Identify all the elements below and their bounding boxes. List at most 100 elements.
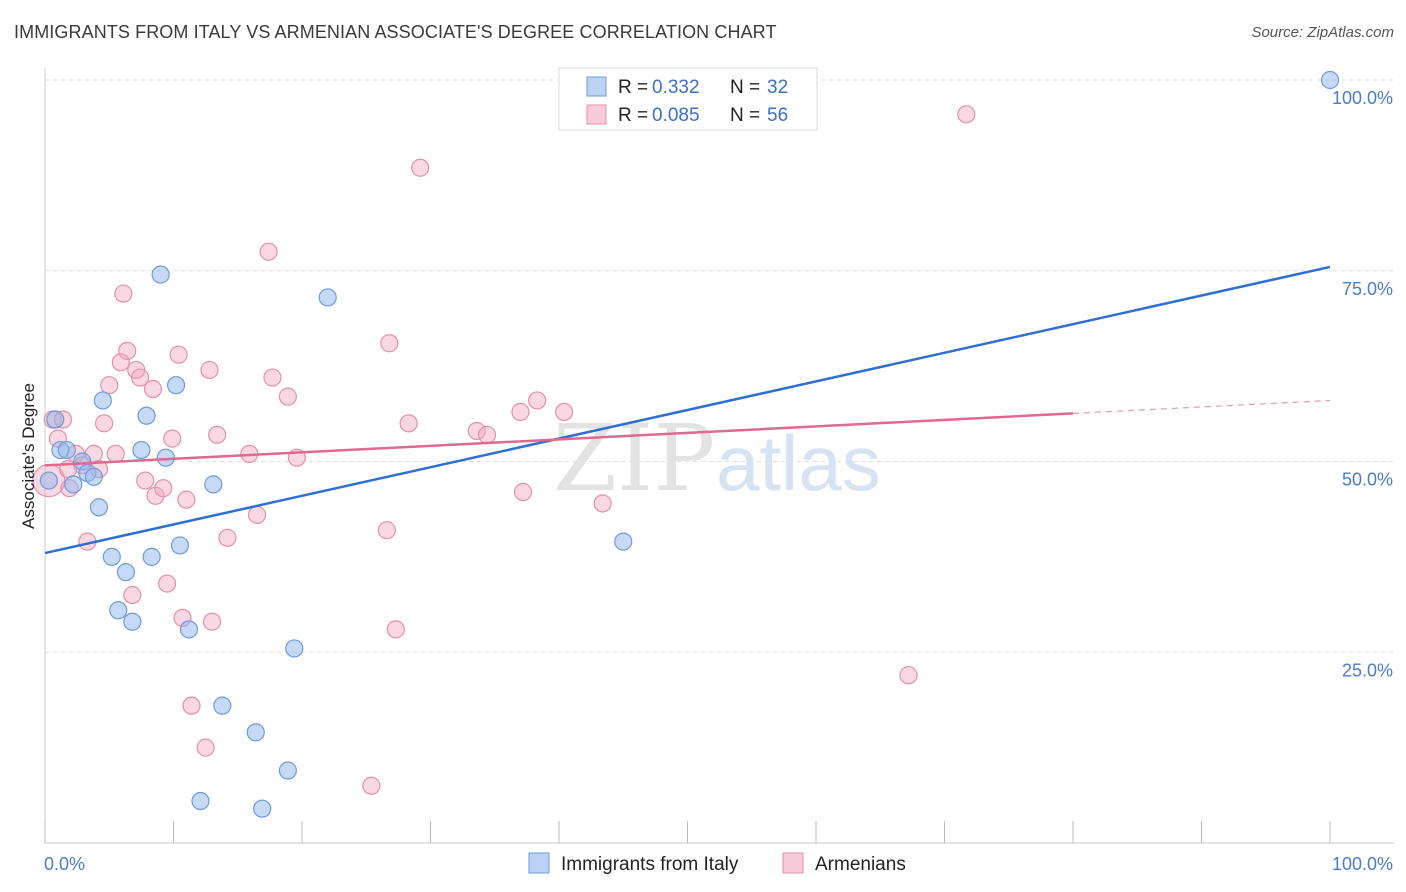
x-tick-label: 100.0% bbox=[1332, 854, 1393, 874]
armenians-point bbox=[111, 353, 130, 372]
legend-r-label: R = bbox=[618, 77, 648, 98]
armenians-point bbox=[106, 444, 125, 463]
y-tick-label: 75.0% bbox=[1342, 279, 1393, 299]
armenians-point bbox=[114, 284, 133, 303]
armenians-points bbox=[32, 105, 976, 795]
italy-point bbox=[64, 475, 83, 494]
y-tick-label: 50.0% bbox=[1342, 470, 1393, 490]
armenians-point bbox=[146, 486, 165, 505]
italy-point bbox=[213, 696, 232, 715]
legend-swatch bbox=[586, 104, 607, 125]
italy-point bbox=[132, 440, 151, 460]
italy-point bbox=[318, 288, 337, 307]
armenians-point bbox=[247, 505, 267, 525]
armenians-point bbox=[202, 612, 222, 631]
italy-point bbox=[285, 639, 304, 658]
grid-lines bbox=[45, 79, 1394, 653]
armenians-trend-line bbox=[44, 412, 1074, 467]
watermark-atlas: atlas bbox=[716, 419, 881, 507]
legend-r-value: 0.332 bbox=[652, 77, 700, 98]
italy-point bbox=[614, 532, 633, 551]
armenians-point bbox=[380, 334, 399, 353]
bottom-legend: Immigrants from Italy Armenians bbox=[528, 852, 906, 875]
armenians-point bbox=[957, 105, 976, 124]
legend-n-label: N = bbox=[730, 77, 760, 98]
armenians-point bbox=[278, 387, 297, 406]
armenians-point bbox=[399, 414, 418, 433]
armenians-point bbox=[157, 574, 177, 593]
armenians-point bbox=[511, 402, 530, 422]
italy-point bbox=[39, 471, 58, 490]
bottom-legend-label: Immigrants from Italy bbox=[561, 854, 739, 875]
legend-r-value: 0.085 bbox=[652, 105, 700, 126]
italy-point bbox=[278, 761, 297, 780]
armenians-point bbox=[555, 402, 574, 422]
italy-point bbox=[142, 547, 161, 566]
armenians-point bbox=[163, 429, 182, 448]
legend-n-label: N = bbox=[730, 105, 760, 126]
armenians-point bbox=[362, 776, 381, 795]
italy-point bbox=[123, 612, 142, 631]
armenians-point bbox=[196, 738, 215, 757]
x-tick-label: 0.0% bbox=[44, 854, 85, 874]
armenians-point bbox=[169, 345, 188, 364]
italy-point bbox=[46, 410, 65, 429]
legend-swatch bbox=[586, 76, 607, 97]
italy-point bbox=[137, 406, 156, 425]
chart-source: Source: ZipAtlas.com bbox=[1251, 24, 1394, 41]
y-axis-label: Associate's Degree bbox=[19, 383, 38, 529]
bottom-legend-swatch bbox=[782, 852, 804, 874]
italy-point bbox=[109, 601, 128, 620]
armenians-point bbox=[593, 494, 612, 513]
legend-r-label: R = bbox=[618, 105, 648, 126]
chart-title: IMMIGRANTS FROM ITALY VS ARMENIAN ASSOCI… bbox=[14, 22, 777, 42]
armenians-point bbox=[118, 341, 137, 360]
y-tick-label: 25.0% bbox=[1342, 660, 1393, 680]
legend-box: R = 0.332 N = 32 R = 0.085 N = 56 bbox=[558, 67, 818, 131]
armenians-point bbox=[143, 379, 163, 399]
italy-point bbox=[253, 799, 272, 818]
italy-point bbox=[179, 620, 199, 639]
italy-point bbox=[166, 376, 186, 395]
italy-point bbox=[1320, 70, 1340, 90]
armenians-point bbox=[100, 376, 119, 395]
trend-lines bbox=[44, 265, 1331, 555]
italy-point bbox=[89, 498, 109, 517]
legend-n-value: 32 bbox=[767, 77, 788, 98]
armenians-trend-extension bbox=[1072, 399, 1331, 415]
armenians-point bbox=[218, 528, 237, 547]
italy-point bbox=[170, 536, 190, 555]
armenians-point bbox=[386, 620, 405, 639]
italy-point bbox=[191, 791, 210, 811]
italy-point bbox=[204, 475, 223, 494]
italy-point bbox=[151, 265, 170, 284]
armenians-point bbox=[154, 479, 173, 498]
armenians-point bbox=[95, 414, 114, 433]
armenians-point bbox=[182, 696, 201, 715]
bottom-legend-swatch bbox=[528, 852, 550, 874]
italy-point bbox=[102, 547, 121, 566]
italy-point bbox=[84, 467, 103, 486]
armenians-point bbox=[513, 482, 533, 502]
italy-points bbox=[39, 70, 1340, 818]
armenians-point bbox=[200, 360, 219, 380]
axes bbox=[44, 68, 1394, 844]
italy-trend-line bbox=[44, 265, 1331, 555]
italy-point bbox=[93, 391, 112, 410]
armenians-point bbox=[259, 242, 278, 261]
italy-point bbox=[116, 563, 136, 582]
y-tick-label: 100.0% bbox=[1332, 88, 1393, 108]
armenians-point bbox=[467, 421, 486, 441]
armenians-point bbox=[136, 471, 155, 490]
italy-point bbox=[246, 723, 265, 742]
armenians-point bbox=[177, 490, 196, 509]
armenians-point bbox=[411, 158, 430, 177]
tick-labels: 25.0% 50.0% 75.0% 100.0% 0.0% 100.0% Associate… bbox=[19, 88, 1393, 874]
armenians-point bbox=[377, 521, 396, 540]
armenians-point bbox=[130, 368, 150, 387]
armenians-point bbox=[477, 425, 497, 444]
armenians-point bbox=[208, 425, 227, 444]
bottom-legend-label: Armenians bbox=[815, 854, 906, 875]
armenians-point bbox=[263, 368, 282, 387]
